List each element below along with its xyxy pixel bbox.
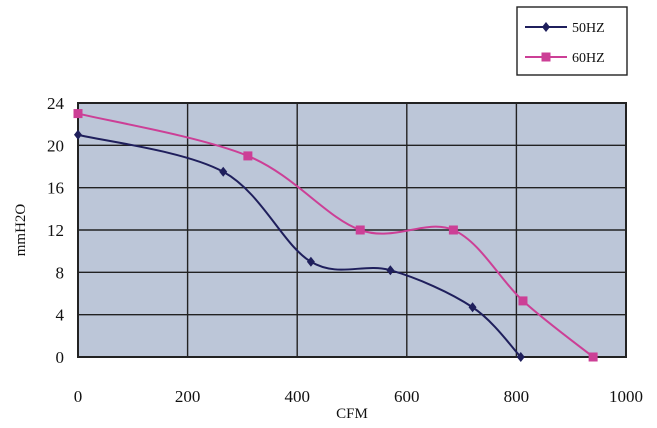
data-point-60hz: [518, 296, 528, 306]
x-tick-label: 400: [284, 387, 310, 406]
x-tick-label: 0: [74, 387, 83, 406]
legend-box: [516, 6, 628, 76]
y-axis: 0 4 8 12 16 20 24: [47, 94, 65, 367]
data-point-60hz: [588, 352, 598, 362]
legend-marker-60hz: [541, 52, 551, 62]
series-group: [73, 109, 598, 362]
legend-marker-50hz: [542, 22, 550, 32]
data-point-60hz: [448, 225, 458, 235]
data-point-50hz: [219, 166, 228, 177]
data-point-60hz: [73, 109, 83, 119]
y-tick-label: 4: [56, 306, 65, 325]
data-point-50hz: [306, 256, 315, 267]
grid: [78, 103, 626, 357]
legend-label-60hz: 60HZ: [572, 51, 605, 66]
data-point-50hz: [468, 302, 477, 313]
x-axis-label: CFM: [336, 406, 368, 422]
x-tick-label: 1000: [609, 387, 643, 406]
y-tick-label: 24: [47, 94, 65, 113]
y-tick-label: 8: [56, 263, 65, 282]
plot-border: [77, 102, 627, 358]
data-point-50hz: [516, 352, 525, 362]
data-point-60hz: [355, 225, 365, 235]
y-tick-label: 20: [47, 136, 64, 155]
x-tick-label: 600: [394, 387, 420, 406]
data-point-60hz: [243, 151, 253, 161]
data-point-50hz: [386, 265, 395, 276]
x-axis: 0 200 400 600 800 1000: [74, 387, 643, 406]
y-tick-label: 12: [47, 221, 64, 240]
legend: 50HZ 60HZ: [516, 6, 628, 76]
x-tick-label: 200: [175, 387, 201, 406]
data-point-50hz: [74, 129, 82, 140]
y-tick-label: 16: [47, 179, 64, 198]
y-axis-label: mmH2O: [13, 204, 29, 257]
x-tick-label: 800: [504, 387, 530, 406]
y-tick-label: 0: [56, 348, 65, 367]
legend-label-50hz: 50HZ: [572, 21, 605, 36]
